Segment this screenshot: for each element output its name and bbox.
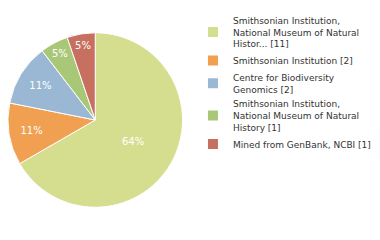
svg-text:Smithsonian Institution,Nation: Smithsonian Institution,National Museum … [233,16,359,49]
svg-text:Smithsonian Institution [2]: Smithsonian Institution [2] [233,56,353,66]
svg-text:64%: 64% [122,136,144,147]
svg-text:11%: 11% [20,125,42,136]
svg-text:11%: 11% [29,80,51,91]
svg-text:Mined from GenBank, NCBI [1]: Mined from GenBank, NCBI [1] [233,140,371,150]
svg-text:Smithsonian Institution,Nation: Smithsonian Institution,National Museum … [233,99,359,132]
svg-text:5%: 5% [52,48,68,59]
svg-text:5%: 5% [75,40,91,51]
svg-text:Centre for BiodiversityGenomic: Centre for BiodiversityGenomics [2] [233,73,335,95]
